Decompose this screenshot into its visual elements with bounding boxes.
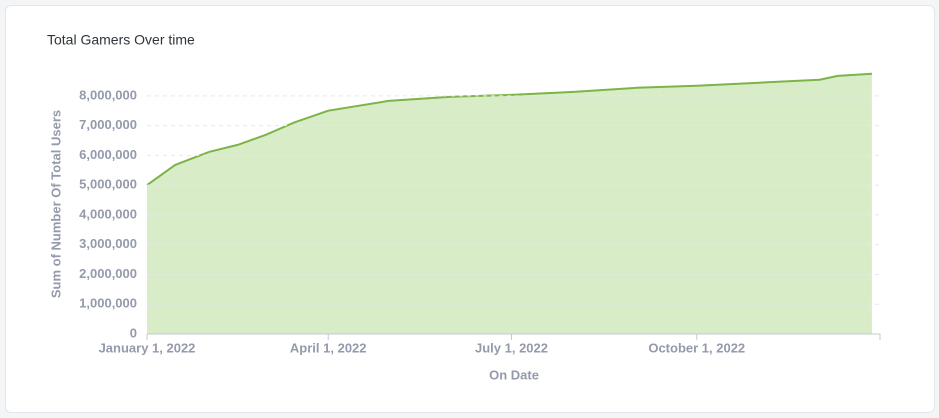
x-axis-label: On Date [489,367,539,382]
x-tick-label: April 1, 2022 [290,340,367,355]
x-tick-label: July 1, 2022 [475,340,548,355]
y-tick-label: 6,000,000 [79,147,137,162]
x-tick-label: January 1, 2022 [99,340,196,355]
y-tick-label: 7,000,000 [79,117,137,132]
y-axis-label: Sum of Number Of Total Users [48,110,63,298]
y-tick-label: 8,000,000 [79,87,137,102]
y-tick-label: 1,000,000 [79,296,137,311]
line [146,72,872,186]
y-tick-label: 5,000,000 [79,177,137,192]
chart-title: Total Gamers Over time [47,32,195,48]
y-tick-label: 4,000,000 [79,206,137,221]
y-tick-label: 3,000,000 [79,236,137,251]
y-tick-label: 0 [130,325,137,340]
x-tick-label: October 1, 2022 [648,340,745,355]
area [147,73,872,335]
y-tick-label: 2,000,000 [79,266,137,281]
